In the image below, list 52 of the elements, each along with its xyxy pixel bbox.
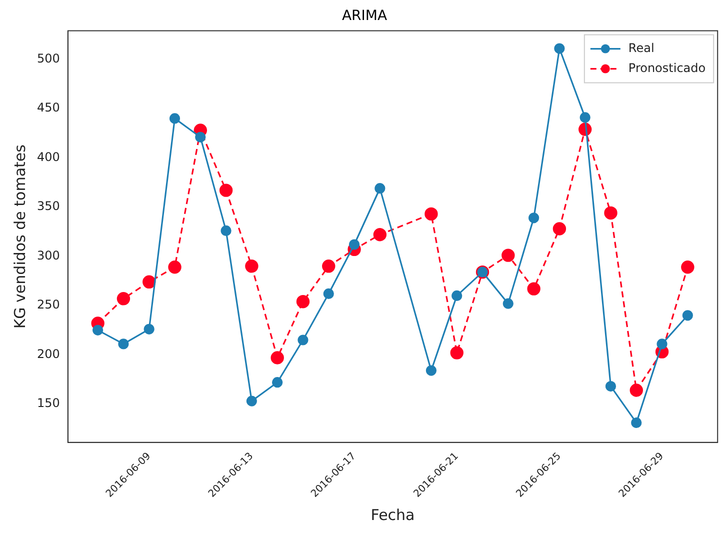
point bbox=[604, 206, 618, 220]
y-tick-label: 250 bbox=[37, 298, 60, 312]
point bbox=[272, 377, 283, 388]
point bbox=[656, 338, 668, 350]
point bbox=[92, 324, 104, 336]
point bbox=[219, 184, 233, 197]
point bbox=[220, 225, 232, 236]
point bbox=[527, 282, 540, 296]
point bbox=[426, 365, 437, 376]
point bbox=[373, 228, 387, 242]
point bbox=[116, 292, 130, 306]
point bbox=[322, 260, 336, 273]
point bbox=[169, 113, 180, 124]
legend-label: Pronosticado bbox=[628, 60, 706, 75]
point bbox=[144, 324, 154, 334]
point bbox=[631, 417, 642, 428]
y-tick-label: 450 bbox=[37, 100, 60, 115]
point bbox=[605, 380, 616, 392]
point bbox=[323, 288, 334, 300]
point bbox=[118, 338, 129, 350]
y-axis-title: KG vendidos de tomates bbox=[10, 144, 29, 329]
point bbox=[142, 275, 156, 289]
point bbox=[168, 260, 182, 274]
point bbox=[296, 295, 310, 308]
y-tick-label: 150 bbox=[37, 396, 60, 410]
point bbox=[195, 132, 206, 142]
point bbox=[452, 290, 462, 301]
point bbox=[298, 334, 308, 346]
point bbox=[270, 351, 284, 364]
point bbox=[374, 183, 386, 194]
point bbox=[552, 222, 566, 236]
point bbox=[424, 207, 438, 221]
point bbox=[502, 298, 514, 309]
y-tick-label: 200 bbox=[37, 346, 60, 361]
y-tick-label: 400 bbox=[37, 150, 60, 164]
point bbox=[554, 43, 565, 54]
point bbox=[681, 260, 694, 274]
point bbox=[246, 396, 257, 406]
x-axis-title: Fecha bbox=[370, 506, 415, 524]
point bbox=[682, 310, 693, 321]
point bbox=[245, 260, 258, 273]
y-tick-label: 350 bbox=[37, 199, 60, 214]
legend-label: Real bbox=[628, 40, 654, 55]
point bbox=[348, 239, 360, 250]
point bbox=[528, 212, 540, 224]
y-tick-label: 500 bbox=[37, 51, 60, 66]
y-tick-label: 300 bbox=[37, 248, 60, 262]
point bbox=[630, 384, 643, 397]
point bbox=[450, 346, 464, 360]
point bbox=[502, 248, 515, 262]
chart-title: ARIMA bbox=[342, 8, 388, 24]
point bbox=[580, 112, 590, 123]
